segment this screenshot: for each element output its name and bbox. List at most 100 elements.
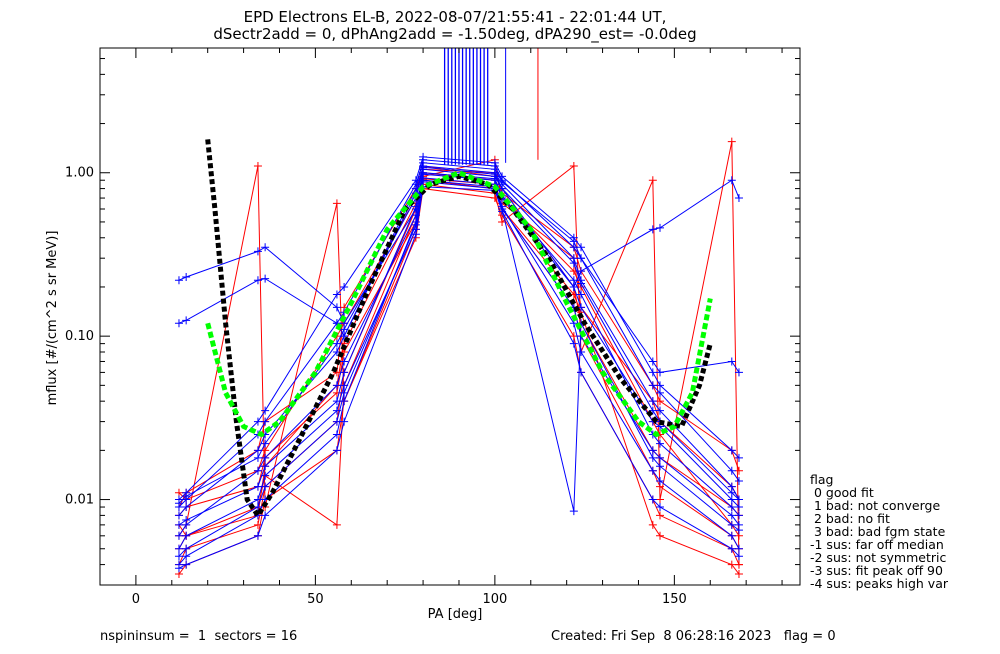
blue-series-point: [261, 417, 270, 426]
legend-item: 1 bad: not converge: [810, 498, 940, 513]
red-series-point: [648, 176, 657, 185]
blue-series-point: [648, 453, 657, 462]
legend: flag 0 good fit 1 bad: not converge 2 ba…: [810, 472, 949, 591]
blue-series-point: [261, 274, 270, 283]
blue-series-point: [656, 388, 664, 397]
blue-series-line: [178, 166, 740, 504]
blue-series-point: [656, 406, 664, 415]
blue-series-point: [734, 495, 743, 504]
blue-series-point: [577, 290, 586, 299]
blue-series-point: [332, 290, 341, 299]
red-series-point: [727, 560, 736, 569]
blue-series-point: [648, 397, 657, 406]
blue-series-point: [174, 276, 183, 285]
blue-series-point: [656, 503, 664, 512]
blue-series-point: [253, 482, 262, 491]
blue-series-point: [261, 482, 270, 491]
blue-series-point: [174, 552, 183, 561]
blue-series-point: [577, 368, 586, 377]
blue-series-point: [656, 462, 664, 471]
blue-series-point: [174, 499, 183, 508]
blue-series-point: [727, 466, 736, 475]
blue-series-point: [261, 453, 270, 462]
legend-item: -3 sus: fit peak off 90: [810, 563, 943, 578]
blue-series-point: [332, 381, 341, 390]
blue-series-point: [261, 471, 270, 480]
blue-series-point: [261, 439, 270, 448]
red-series-point: [656, 511, 664, 520]
red-series-line: [178, 159, 740, 549]
x-tick-label: 50: [307, 592, 324, 607]
blue-series-point: [648, 466, 657, 475]
blue-series-point: [727, 544, 736, 553]
blue-series-point: [498, 177, 507, 186]
blue-series-point: [569, 276, 578, 285]
blue-series-point: [253, 247, 262, 256]
blue-series-point: [569, 507, 578, 516]
y-axis-label: mflux [#/(cm^2 s sr MeV)]: [45, 231, 60, 406]
blue-series-line: [178, 179, 740, 557]
blue-series-point: [340, 417, 349, 426]
blue-series-point: [411, 230, 420, 239]
green-fit-curve: [205, 170, 713, 438]
blue-series-point: [656, 476, 664, 485]
y-tick-label: 1.00: [65, 166, 94, 181]
red-series-point: [332, 199, 341, 208]
blue-series-point: [734, 552, 743, 561]
tick-labels: 0 50 100 150 0.01 0.10 1.00: [65, 166, 687, 607]
blue-series-point: [734, 511, 743, 520]
chart-title-line1: EPD Electrons EL-B, 2022-08-07/21:55:41 …: [244, 8, 667, 26]
x-tick-label: 150: [662, 592, 687, 607]
blue-series-point: [727, 357, 736, 366]
blue-series-point: [734, 453, 743, 462]
legend-item: -2 sus: not symmetric: [810, 550, 946, 565]
blue-series-point: [340, 397, 349, 406]
blue-series-point: [182, 316, 191, 325]
blue-series-point: [182, 273, 191, 282]
blue-series-point: [656, 223, 664, 232]
blue-series-point: [656, 439, 664, 448]
legend-item: 3 bad: bad fgm state: [810, 524, 946, 539]
plot-axes: [99, 47, 801, 586]
x-axis-label: PA [deg]: [428, 607, 483, 622]
blue-series-point: [656, 381, 664, 390]
blue-series-point: [261, 462, 270, 471]
legend-item: 2 bad: no fit: [810, 511, 890, 526]
footer-left: nspininsum = 1 sectors = 16: [100, 629, 297, 644]
blue-series-point: [332, 446, 341, 455]
blue-series-point: [727, 520, 736, 529]
blue-series-point: [182, 492, 191, 501]
blue-series-point: [261, 406, 270, 415]
blue-series-point: [734, 503, 743, 512]
blue-series-point: [261, 511, 270, 520]
blue-series-point: [569, 282, 578, 291]
blue-series-point: [490, 170, 499, 179]
red-series-point: [332, 520, 341, 529]
chart-title-line2: dSectr2add = 0, dPhAng2add = -1.50deg, d…: [213, 25, 696, 44]
fit-lines: [205, 139, 713, 520]
blue-series-point: [648, 381, 657, 390]
blue-series-point: [419, 163, 428, 172]
blue-series-point: [261, 243, 270, 252]
blue-series-point: [734, 368, 743, 377]
blue-series-point: [253, 503, 262, 512]
blue-series-point: [253, 446, 262, 455]
red-series-point: [174, 488, 183, 497]
blue-series-point: [577, 279, 586, 288]
red-series-line: [178, 179, 740, 549]
red-series-point: [253, 520, 262, 529]
red-series-point: [734, 560, 743, 569]
red-series-point: [734, 570, 743, 579]
blue-series-point: [734, 194, 743, 203]
blue-series-point: [253, 276, 262, 285]
blue-series-point: [182, 552, 191, 561]
red-series-point: [569, 161, 578, 170]
blue-series-point: [253, 453, 262, 462]
blue-series-point: [577, 243, 586, 252]
blue-series-point: [569, 237, 578, 246]
blue-series-point: [340, 368, 349, 377]
footer-right: Created: Fri Sep 8 06:28:16 2023 flag = …: [551, 629, 836, 644]
blue-series-point: [577, 254, 586, 263]
y-tick-label: 0.01: [65, 493, 94, 508]
blue-series-point: [727, 503, 736, 512]
